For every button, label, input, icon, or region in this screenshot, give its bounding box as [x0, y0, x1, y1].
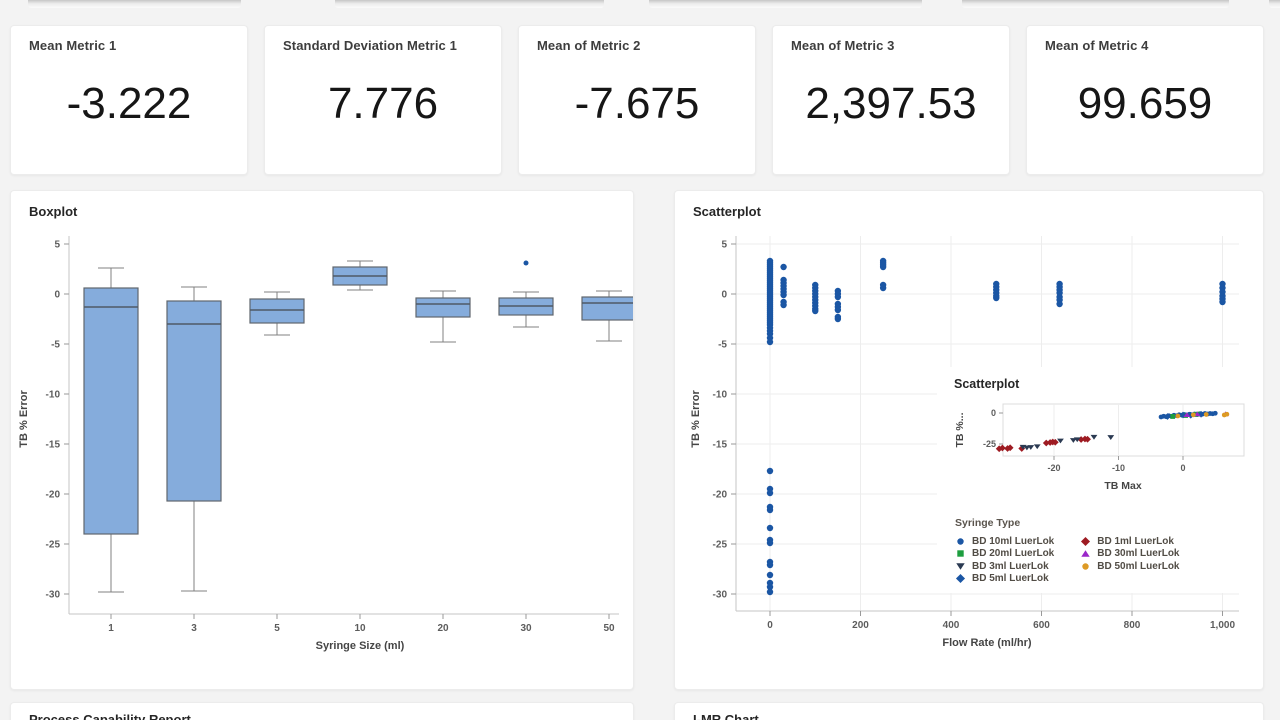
svg-text:-5: -5 [718, 340, 727, 351]
inset-scatterplot: Scatterplot 0 -25 -20 -10 0 TB Max TB %... [954, 377, 1245, 492]
metric-card-stdev-metric-1[interactable]: Standard Deviation Metric 1 7.776 [264, 25, 502, 175]
square-icon [957, 550, 964, 557]
legend-item-label: BD 30ml LuerLok [1097, 548, 1180, 560]
legend-item-label: BD 3ml LuerLok [972, 560, 1049, 572]
svg-text:1,000: 1,000 [1210, 620, 1235, 631]
svg-text:200: 200 [852, 620, 869, 631]
svg-text:-30: -30 [46, 590, 61, 601]
metric-card-title: Mean of Metric 2 [537, 38, 641, 53]
legend-item-label: BD 1ml LuerLok [1097, 535, 1174, 547]
svg-text:20: 20 [437, 623, 449, 634]
metric-card-value: -3.222 [66, 79, 192, 128]
process-capability-panel[interactable]: Process Capability Report [10, 702, 634, 720]
scatterplot-panel-title: Scatterplot [693, 204, 761, 219]
svg-text:-20: -20 [1047, 463, 1060, 473]
diamond-icon [955, 574, 966, 584]
legend-item: BD 3ml LuerLok [955, 560, 1054, 573]
svg-text:-10: -10 [713, 390, 728, 401]
svg-text:-25: -25 [713, 540, 728, 551]
svg-text:TB % Error: TB % Error [690, 390, 702, 448]
svg-text:1: 1 [108, 623, 114, 634]
legend-item-label: BD 5ml LuerLok [972, 573, 1049, 585]
svg-text:5: 5 [721, 240, 727, 251]
boxplot-panel-title: Boxplot [29, 204, 78, 219]
circle-icon [1082, 563, 1089, 570]
svg-text:-15: -15 [713, 440, 728, 451]
svg-text:Scatterplot: Scatterplot [954, 377, 1020, 391]
svg-text:TB %...: TB %... [954, 412, 966, 447]
metric-card-mean-metric-1[interactable]: Mean Metric 1 -3.222 [10, 25, 248, 175]
svg-text:0: 0 [721, 290, 727, 301]
svg-text:10: 10 [354, 623, 366, 634]
svg-text:5: 5 [54, 240, 60, 251]
svg-text:50: 50 [603, 623, 615, 634]
cut-off-card-above [649, 0, 922, 8]
legend-item-label: BD 10ml LuerLok [972, 535, 1055, 547]
svg-text:3: 3 [191, 623, 197, 634]
metric-card-value: 7.776 [327, 79, 439, 128]
svg-text:-15: -15 [46, 440, 61, 451]
metric-card-title: Mean of Metric 4 [1045, 38, 1149, 53]
metric-card-mean-metric-4[interactable]: Mean of Metric 4 99.659 [1026, 25, 1264, 175]
svg-text:TB % Error: TB % Error [18, 390, 30, 448]
legend-item: BD 1ml LuerLok [1080, 535, 1179, 548]
metric-card-mean-metric-2[interactable]: Mean of Metric 2 -7.675 [518, 25, 756, 175]
legend-item-label: BD 50ml LuerLok [1097, 560, 1180, 572]
circle-icon [957, 538, 964, 545]
legend-title: Syringe Type [955, 517, 1021, 529]
svg-text:0: 0 [54, 290, 60, 301]
svg-text:-20: -20 [713, 490, 728, 501]
metric-card-mean-metric-3[interactable]: Mean of Metric 3 2,397.53 [772, 25, 1010, 175]
metric-card-title: Mean of Metric 3 [791, 38, 895, 53]
legend-item-label: BD 20ml LuerLok [972, 548, 1055, 560]
svg-text:-25: -25 [46, 540, 61, 551]
svg-text:600: 600 [1033, 620, 1050, 631]
cut-off-card-above [335, 0, 604, 8]
cut-off-card-above [962, 0, 1229, 8]
svg-text:-5: -5 [51, 340, 60, 351]
legend-item: BD 50ml LuerLok [1080, 560, 1180, 573]
svg-text:-20: -20 [46, 490, 61, 501]
svg-text:Syringe Size (ml): Syringe Size (ml) [316, 640, 405, 652]
svg-text:5: 5 [274, 623, 280, 634]
svg-text:0: 0 [767, 620, 773, 631]
metric-card-title: Mean Metric 1 [29, 38, 117, 53]
scatterplot-chart: 5 0 -5 -10 -15 -20 -25 -30 0 200 400 600 800 1,000 Flo… [690, 236, 1263, 649]
svg-text:0: 0 [991, 408, 996, 418]
legend-item: BD 5ml LuerLok [955, 573, 1054, 586]
scatterplot-panel[interactable]: Scatterplot 5 0 -5 -10 -15 -20 -25 -30 0 200 400 60… [674, 190, 1264, 690]
svg-text:800: 800 [1124, 620, 1141, 631]
svg-text:400: 400 [943, 620, 960, 631]
metric-card-value: 99.659 [1077, 79, 1213, 128]
metric-card-title: Standard Deviation Metric 1 [283, 38, 457, 53]
cut-off-card-above [1269, 0, 1280, 8]
cut-off-card-above [28, 0, 241, 8]
process-capability-title: Process Capability Report [29, 712, 191, 720]
imr-chart-title: I-MR Chart [693, 712, 759, 720]
metric-card-value: 2,397.53 [805, 79, 977, 128]
svg-text:-25: -25 [983, 439, 996, 449]
imr-chart-panel[interactable]: I-MR Chart [674, 702, 1264, 720]
triangle-down-icon [956, 563, 965, 570]
svg-text:-30: -30 [713, 590, 728, 601]
svg-text:TB Max: TB Max [1104, 480, 1142, 492]
legend-item: BD 20ml LuerLok [955, 548, 1054, 561]
triangle-up-icon [1081, 550, 1090, 557]
boxplot-panel[interactable]: Boxplot 5 0 -5 -10 -15 -20 -25 -30 1 3 5 10 20 30 50 Sy… [10, 190, 634, 690]
svg-text:-10: -10 [46, 390, 61, 401]
svg-text:0: 0 [1180, 463, 1185, 473]
svg-text:Flow Rate (ml/hr): Flow Rate (ml/hr) [942, 637, 1032, 649]
scatter-legend: Syringe Type BD 10ml LuerLok BD 20ml LuerL… [955, 517, 1180, 585]
legend-item: BD 30ml LuerLok [1080, 548, 1180, 561]
svg-text:30: 30 [520, 623, 532, 634]
svg-text:-10: -10 [1112, 463, 1125, 473]
metric-card-value: -7.675 [574, 79, 700, 128]
diamond-icon [1081, 536, 1091, 546]
legend-item: BD 10ml LuerLok [955, 535, 1054, 548]
